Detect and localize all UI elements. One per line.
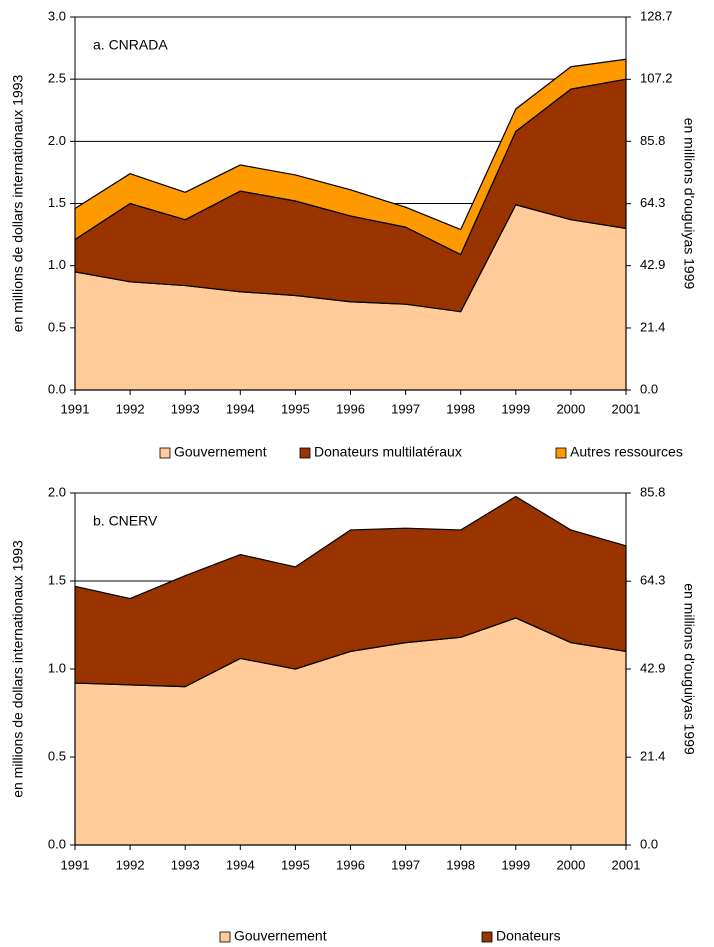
x-tick-label: 2001: [612, 401, 641, 416]
x-tick-label: 1991: [61, 857, 90, 872]
y-tick-label: 0.0: [48, 381, 66, 396]
x-tick-label: 1994: [226, 401, 255, 416]
x-tick-label: 1999: [501, 857, 530, 872]
x-tick-label: 1996: [336, 401, 365, 416]
x-tick-label: 1992: [116, 857, 145, 872]
y-tick-label: 2.5: [48, 71, 66, 86]
x-tick-label: 1997: [391, 857, 420, 872]
y-tick-label: 0.0: [48, 836, 66, 851]
x-tick-label: 1995: [281, 857, 310, 872]
chart-title: a. CNRADA: [93, 37, 168, 53]
x-tick-label: 1995: [281, 401, 310, 416]
legend-label: Autres ressources: [570, 444, 683, 460]
x-tick-label: 1998: [446, 401, 475, 416]
y2-tick-label: 64.3: [640, 573, 665, 588]
y2-tick-label: 0.0: [640, 381, 658, 396]
y2-tick-label: 21.4: [640, 319, 665, 334]
y-tick-label: 1.5: [48, 572, 66, 587]
legend-label: Gouvernement: [234, 928, 327, 944]
x-tick-label: 1996: [336, 857, 365, 872]
y2-tick-label: 42.9: [640, 257, 665, 272]
chart-title: b. CNERV: [93, 513, 158, 529]
x-tick-label: 1999: [501, 401, 530, 416]
y-tick-label: 1.0: [48, 660, 66, 675]
legend-swatch: [299, 447, 311, 459]
y2-tick-label: 42.9: [640, 660, 665, 675]
y-axis-title: en millions de dollars internationaux 19…: [10, 74, 26, 332]
legend-swatch: [219, 931, 231, 943]
y2-tick-label: 85.8: [640, 484, 665, 499]
y-tick-label: 0.5: [48, 748, 66, 763]
y-tick-label: 0.5: [48, 319, 66, 334]
legend-label: Donateurs: [496, 928, 561, 944]
y2-tick-label: 107.2: [640, 71, 673, 86]
x-tick-label: 1994: [226, 857, 255, 872]
y-axis-title: en millions de dollars internationaux 19…: [10, 540, 26, 798]
y-tick-label: 1.5: [48, 195, 66, 210]
legend-label: Donateurs multilatéraux: [314, 444, 462, 460]
y2-axis-title: en millions d'ouguiyas 1999: [681, 118, 697, 290]
y2-axis-title: en millions d'ouguiyas 1999: [681, 583, 697, 755]
legend-swatch: [159, 447, 171, 459]
x-tick-label: 1992: [116, 401, 145, 416]
x-tick-label: 1993: [171, 857, 200, 872]
x-tick-label: 2000: [556, 857, 585, 872]
legend-label: Gouvernement: [174, 444, 267, 460]
y2-tick-label: 21.4: [640, 749, 665, 764]
legend-swatch: [481, 931, 493, 943]
x-tick-label: 2000: [556, 401, 585, 416]
y2-tick-label: 85.8: [640, 133, 665, 148]
y-tick-label: 3.0: [48, 8, 66, 23]
x-tick-label: 1993: [171, 401, 200, 416]
y2-tick-label: 64.3: [640, 195, 665, 210]
y-tick-label: 2.0: [48, 484, 66, 499]
x-tick-label: 1991: [61, 401, 90, 416]
y2-tick-label: 128.7: [640, 8, 673, 23]
y2-tick-label: 0.0: [640, 836, 658, 851]
y-tick-label: 2.0: [48, 133, 66, 148]
x-tick-label: 1997: [391, 401, 420, 416]
legend-swatch: [555, 447, 567, 459]
x-tick-label: 1998: [446, 857, 475, 872]
x-tick-label: 2001: [612, 857, 641, 872]
y-tick-label: 1.0: [48, 257, 66, 272]
